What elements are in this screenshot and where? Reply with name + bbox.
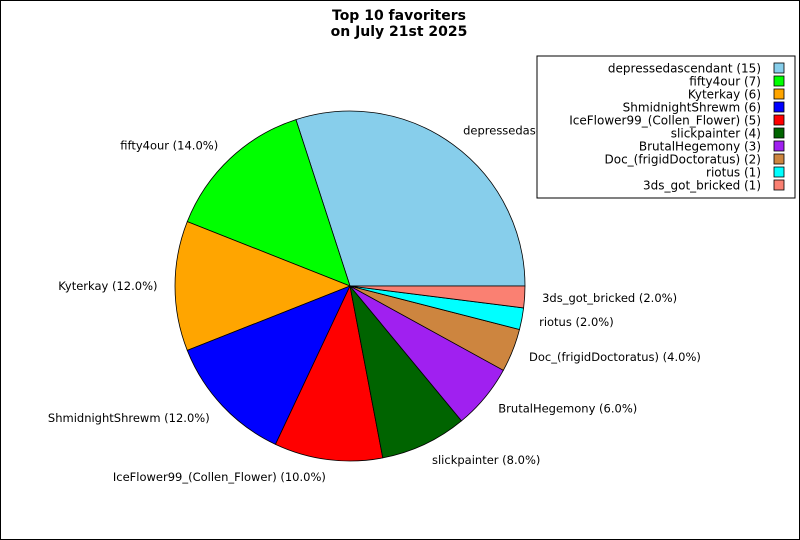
- legend-label-depressedascendant: depressedascendant (15): [608, 62, 761, 76]
- pie-slices: [174, 110, 526, 462]
- slice-label-doc-frigiddoctoratus: Doc_(frigidDoctoratus) (4.0%): [529, 350, 701, 364]
- legend-label-brutalhegemony: BrutalHegemony (3): [639, 140, 761, 154]
- pie-slice-depressedascendant: [295, 110, 526, 287]
- legend-label-kyterkay: Kyterkay (6): [688, 88, 761, 102]
- chart-title-line-2: on July 21st 2025: [331, 24, 468, 40]
- legend-swatch-brutalhegemony: [773, 140, 785, 152]
- slice-label-iceflower99-collen-flower: IceFlower99_(Collen_Flower) (10.0%): [113, 470, 326, 484]
- pie-slice-fifty4our: [186, 119, 351, 287]
- legend-label-shmidnightshrewm: ShmidnightShrewm (6): [623, 101, 761, 115]
- slice-label-riotus: riotus (2.0%): [539, 315, 614, 329]
- legend-swatch-slickpainter: [773, 127, 785, 139]
- slice-label-brutalhegemony: BrutalHegemony (6.0%): [498, 402, 637, 416]
- legend-box: [536, 55, 796, 199]
- slice-label-shmidnightshrewm: ShmidnightShrewm (12.0%): [48, 411, 210, 425]
- legend-swatch-kyterkay: [773, 88, 785, 100]
- legend-swatch-iceflower99-collen-flower: [773, 114, 785, 126]
- slice-label-slickpainter: slickpainter (8.0%): [432, 453, 540, 467]
- pie-slice-kyterkay: [174, 221, 351, 351]
- slice-label-fifty4our: fifty4our (14.0%): [120, 139, 218, 153]
- legend-swatch-riotus: [773, 166, 785, 178]
- pie-slice-iceflower99-collen-flower: [275, 285, 384, 462]
- slice-label-3ds-got-bricked: 3ds_got_bricked (2.0%): [542, 291, 677, 305]
- legend-swatch-depressedascendant: [773, 62, 785, 74]
- legend-label-riotus: riotus (1): [706, 166, 761, 180]
- chart-title-line-1: Top 10 favoriters: [332, 8, 466, 24]
- legend-label-slickpainter: slickpainter (4): [671, 127, 761, 141]
- legend-swatch-shmidnightshrewm: [773, 101, 785, 113]
- pie-slice-shmidnightshrewm: [186, 285, 351, 445]
- legend-label-doc-frigiddoctoratus: Doc_(frigidDoctoratus) (2): [605, 153, 762, 167]
- legend: depressedascendant (15)fifty4our (7)Kyte…: [536, 55, 796, 199]
- pie-slice-3ds-got-bricked: [349, 285, 526, 309]
- legend-swatch-doc-frigiddoctoratus: [773, 153, 785, 165]
- legend-label-fifty4our: fifty4our (7): [689, 75, 761, 89]
- chart-title: Top 10 favoriters on July 21st 2025: [331, 8, 468, 40]
- legend-label-iceflower99-collen-flower: IceFlower99_(Collen_Flower) (5): [569, 114, 761, 128]
- legend-swatch-3ds-got-bricked: [773, 179, 785, 191]
- slice-label-kyterkay: Kyterkay (12.0%): [58, 279, 157, 293]
- legend-label-3ds-got-bricked: 3ds_got_bricked (1): [643, 179, 761, 193]
- legend-swatch-fifty4our: [773, 75, 785, 87]
